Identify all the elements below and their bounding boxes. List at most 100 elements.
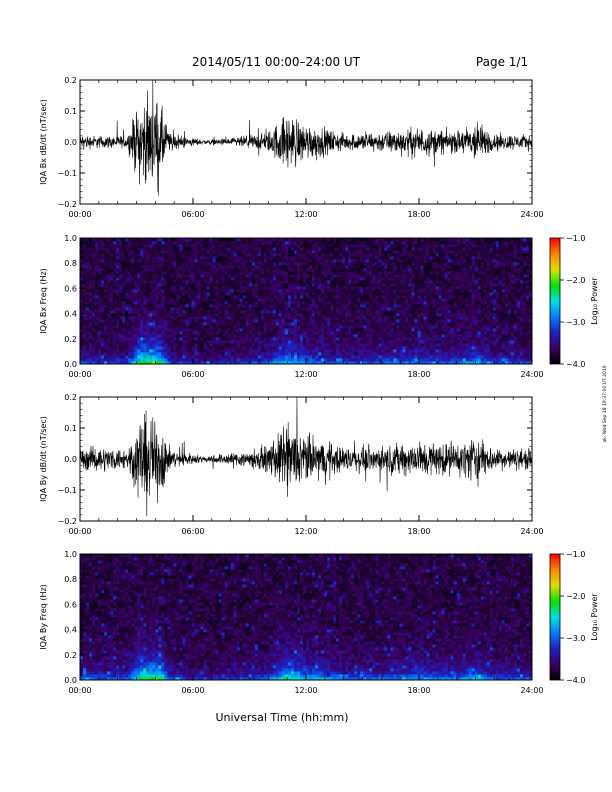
spectrogram-cell (255, 310, 258, 313)
spectrogram-cell (161, 247, 164, 250)
spectrogram-cell (198, 250, 201, 253)
spectrogram-cell (188, 340, 191, 343)
spectrogram-cell (128, 271, 131, 274)
spectrogram-cell (261, 268, 264, 271)
spectrogram-cell (167, 271, 170, 274)
spectrogram-cell (155, 271, 158, 274)
spectrogram-cell (267, 325, 270, 328)
spectrogram-cell (195, 304, 198, 307)
spectrogram-cell (231, 289, 234, 292)
spectrogram-cell (216, 268, 219, 271)
spectrogram-cell (201, 265, 204, 268)
spectrogram-cell (83, 274, 86, 277)
spectrogram-cell (125, 349, 128, 352)
spectrogram-cell (264, 256, 267, 259)
spectrogram-cell (249, 352, 252, 355)
spectrogram-cell (207, 340, 210, 343)
spectrogram-cell (185, 298, 188, 301)
spectrogram-cell (149, 244, 152, 247)
spectrogram-cell (167, 298, 170, 301)
spectrogram-cell (146, 346, 149, 349)
spectrogram-cell (161, 238, 164, 241)
spectrogram-cell (216, 337, 219, 340)
spectrogram-cell (89, 334, 92, 337)
spectrogram-cell (252, 265, 255, 268)
spectrogram-cell (267, 310, 270, 313)
spectrogram-cell (225, 256, 228, 259)
spectrogram-cell (195, 355, 198, 358)
spectrogram-cell (158, 265, 161, 268)
spectrogram-cell (107, 280, 110, 283)
spectrogram-cell (213, 247, 216, 250)
spectrogram-cell (207, 316, 210, 319)
spectrogram-cell (252, 256, 255, 259)
spectrogram-cell (279, 256, 282, 259)
spectrogram-cell (140, 286, 143, 289)
spectrogram-cell (216, 244, 219, 247)
spectrogram-cell (240, 265, 243, 268)
spectrogram-cell (267, 277, 270, 280)
spectrogram-cell (170, 355, 173, 358)
spectrogram-cell (83, 316, 86, 319)
spectrogram-cell (234, 238, 237, 241)
spectrogram-cell (92, 256, 95, 259)
spectrogram-cell (222, 355, 225, 358)
spectrogram-cell (270, 238, 273, 241)
spectrogram-cell (143, 316, 146, 319)
spectrogram-cell (137, 316, 140, 319)
spectrogram-cell (179, 319, 182, 322)
spectrogram-cell (95, 346, 98, 349)
spectrogram-cell (113, 340, 116, 343)
spectrogram-cell (131, 289, 134, 292)
spectrogram-cell (128, 280, 131, 283)
spectrogram-cell (110, 238, 113, 241)
spectrogram-cell (222, 274, 225, 277)
spectrogram-cell (207, 268, 210, 271)
spectrogram-cell (101, 295, 104, 298)
spectrogram-cell (179, 259, 182, 262)
spectrogram-cell (95, 337, 98, 340)
spectrogram-cell (83, 295, 86, 298)
spectrogram-cell (282, 238, 285, 241)
spectrogram-cell (219, 295, 222, 298)
spectrogram-cell (273, 313, 276, 316)
spectrogram-cell (80, 304, 83, 307)
spectrogram-cell (246, 343, 249, 346)
spectrogram-cell (216, 274, 219, 277)
spectrogram-cell (125, 277, 128, 280)
spectrogram-cell (204, 244, 207, 247)
spectrogram-cell (234, 286, 237, 289)
spectrogram-cell (176, 271, 179, 274)
spectrogram-cell (113, 343, 116, 346)
spectrogram-cell (146, 355, 149, 358)
spectrogram-cell (204, 262, 207, 265)
spectrogram-cell (191, 337, 194, 340)
spectrogram-cell (149, 337, 152, 340)
spectrogram-cell (101, 253, 104, 256)
spectrogram-cell (158, 313, 161, 316)
spectrogram-cell (149, 277, 152, 280)
spectrogram-cell (255, 307, 258, 310)
spectrogram-cell (222, 358, 225, 361)
spectrogram-cell (195, 250, 198, 253)
spectrogram-cell (101, 247, 104, 250)
spectrogram-cell (161, 292, 164, 295)
spectrogram-cell (246, 358, 249, 361)
spectrogram-cell (225, 265, 228, 268)
spectrogram-cell (243, 247, 246, 250)
spectrogram-cell (95, 259, 98, 262)
spectrogram-cell (234, 349, 237, 352)
spectrogram-cell (237, 340, 240, 343)
spectrogram-cell (273, 283, 276, 286)
spectrogram-cell (270, 283, 273, 286)
spectrogram-cell (116, 274, 119, 277)
spectrogram-cell (270, 289, 273, 292)
spectrogram-cell (270, 292, 273, 295)
spectrogram-cell (116, 265, 119, 268)
spectrogram-cell (119, 334, 122, 337)
spectrogram-cell (267, 295, 270, 298)
spectrogram-cell (119, 241, 122, 244)
spectrogram-cell (243, 256, 246, 259)
spectrogram-cell (288, 301, 291, 304)
spectrogram-cell (89, 268, 92, 271)
